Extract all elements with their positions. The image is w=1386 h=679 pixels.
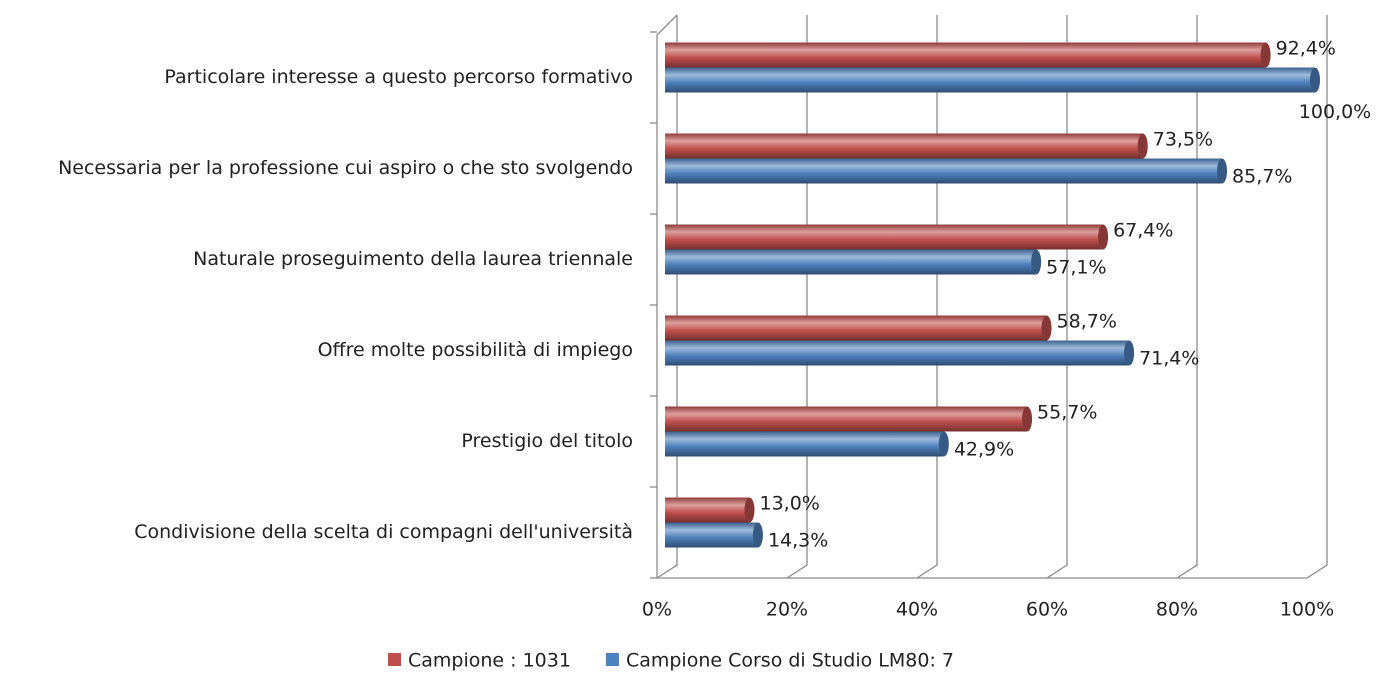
- bar: [665, 42, 1266, 68]
- bar: [665, 67, 1315, 93]
- bar-cap: [938, 431, 949, 457]
- bar-cap: [1217, 158, 1228, 184]
- y-tick-label: Necessaria per la professione cui aspiro…: [58, 157, 633, 179]
- data-label: 14,3%: [768, 530, 828, 552]
- y-tick-label: Offre molte possibilità di impiego: [318, 339, 633, 361]
- legend-swatch: [605, 653, 619, 666]
- y-tick-label: Naturale proseguimento della laurea trie…: [193, 248, 633, 270]
- grid-line: [1046, 15, 1068, 579]
- grid-line: [916, 15, 938, 579]
- data-label: 57,1%: [1046, 257, 1106, 279]
- bar: [665, 497, 750, 523]
- data-label: 85,7%: [1232, 166, 1292, 188]
- bar: [665, 315, 1047, 341]
- data-label: 71,4%: [1139, 348, 1199, 370]
- x-tick-label: 20%: [766, 599, 808, 621]
- data-label: 73,5%: [1153, 129, 1213, 151]
- bar-cap: [752, 522, 763, 548]
- grid-line: [1306, 15, 1328, 579]
- bar: [665, 249, 1037, 275]
- bar-cap: [1098, 224, 1109, 250]
- legend-label: Campione : 1031: [408, 650, 571, 672]
- x-tick-label: 60%: [1026, 599, 1068, 621]
- bar-cap: [1137, 133, 1148, 159]
- x-tick-label: 100%: [1280, 599, 1334, 621]
- bar-cap: [1124, 340, 1135, 366]
- bar: [665, 431, 944, 457]
- bar: [665, 224, 1104, 250]
- data-label: 55,7%: [1037, 402, 1097, 424]
- grid-line: [656, 15, 678, 579]
- grid-line: [786, 15, 808, 579]
- x-tick-label: 80%: [1156, 599, 1198, 621]
- bar-cap: [1031, 249, 1042, 275]
- data-label: 13,0%: [760, 493, 820, 515]
- bar: [665, 406, 1028, 432]
- bar: [665, 522, 758, 548]
- data-label: 42,9%: [954, 439, 1014, 461]
- data-label: 92,4%: [1276, 38, 1336, 60]
- bar-cap: [1022, 406, 1033, 432]
- bar-cap: [1310, 67, 1320, 93]
- axis-wall: [656, 14, 678, 578]
- x-tick-label: 0%: [642, 599, 672, 621]
- data-label: 67,4%: [1113, 220, 1173, 242]
- data-label: 58,7%: [1057, 311, 1117, 333]
- x-tick-label: 40%: [896, 599, 938, 621]
- bar: [665, 340, 1130, 366]
- bar: [665, 133, 1143, 159]
- legend-swatch: [388, 653, 401, 666]
- bar-cap: [1260, 42, 1271, 68]
- bar: [665, 158, 1223, 184]
- legend-label: Campione Corso di Studio LM80: 7: [626, 650, 954, 672]
- y-tick-label: Particolare interesse a questo percorso …: [164, 66, 633, 88]
- data-label: 100,0%: [1299, 101, 1371, 123]
- bar-cap: [744, 497, 755, 523]
- y-tick-label: Prestigio del titolo: [461, 430, 633, 452]
- grid-line: [1176, 15, 1198, 579]
- bar-cap: [1041, 315, 1052, 341]
- y-tick-label: Condivisione della scelta di compagni de…: [134, 521, 633, 543]
